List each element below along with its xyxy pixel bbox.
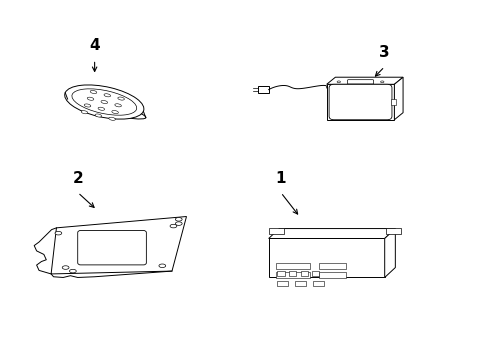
FancyBboxPatch shape [347,80,373,84]
Ellipse shape [81,111,88,114]
FancyBboxPatch shape [328,84,391,120]
FancyBboxPatch shape [78,230,146,265]
Text: 2: 2 [72,171,83,186]
Bar [312,282,323,285]
Polygon shape [384,229,394,278]
Polygon shape [326,77,402,84]
Ellipse shape [90,90,97,94]
Polygon shape [268,229,394,238]
Text: 4: 4 [89,38,100,53]
Ellipse shape [175,217,182,221]
Bar [326,84,393,120]
Ellipse shape [159,264,165,267]
Text: 3: 3 [379,45,389,60]
Ellipse shape [84,104,91,107]
Ellipse shape [115,104,121,107]
Ellipse shape [175,222,182,225]
Ellipse shape [112,111,118,114]
Text: 1: 1 [275,171,285,186]
Ellipse shape [87,97,94,100]
Ellipse shape [69,269,76,273]
Ellipse shape [118,97,124,100]
Bar [386,228,400,234]
Bar [295,282,305,285]
Bar [268,238,384,278]
Bar [275,272,309,278]
Ellipse shape [67,98,145,119]
Polygon shape [51,216,186,274]
Bar [258,86,268,93]
Ellipse shape [55,231,61,235]
Bar [269,228,284,234]
Ellipse shape [109,117,115,120]
Polygon shape [393,77,402,120]
Bar [311,271,319,276]
Ellipse shape [170,224,177,228]
Bar [319,272,346,278]
Ellipse shape [95,114,102,117]
Ellipse shape [380,81,383,83]
Ellipse shape [336,81,340,83]
Ellipse shape [104,94,110,97]
Ellipse shape [101,100,107,104]
Bar [277,282,287,285]
Ellipse shape [62,266,69,269]
Bar [390,99,395,105]
Bar [275,262,309,269]
Ellipse shape [98,107,104,110]
Bar [277,271,284,276]
Bar [288,271,296,276]
Ellipse shape [64,85,143,119]
Bar [300,271,307,276]
Ellipse shape [72,89,137,115]
Bar [319,262,346,269]
